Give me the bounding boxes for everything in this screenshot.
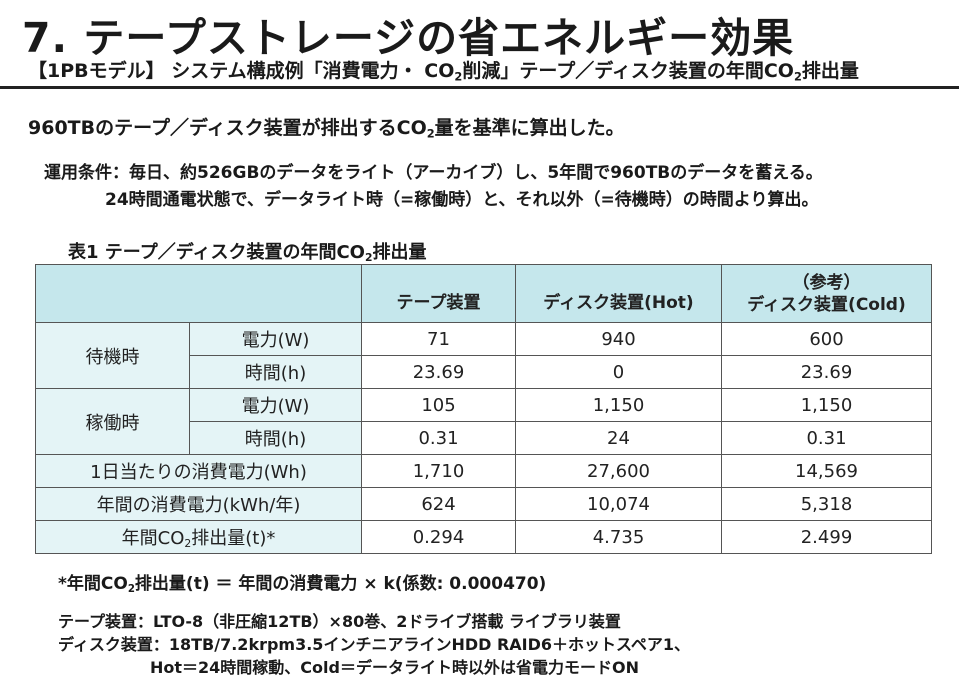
- formula-prefix: *年間CO: [58, 574, 128, 594]
- subtitle-sub2: 2: [793, 69, 802, 84]
- annual-co2-label: 年間CO2排出量(t)*: [35, 520, 362, 554]
- co2-formula: *年間CO2排出量(t) ＝ 年間の消費電力 × k(係数: 0.000470): [58, 569, 546, 595]
- conditions-line-2: 24時間通電状態で、データライト時（=稼働時）と、それ以外（=待機時）の時間より…: [105, 190, 819, 210]
- lead-sub: 2: [426, 126, 435, 141]
- co2-label-suffix: 排出量(t)*: [191, 527, 276, 549]
- cell-disk-cold: 1,150: [721, 388, 932, 422]
- subtitle-sub: 2: [454, 69, 463, 84]
- table-row: 待機時 電力(W) 71 940 600: [35, 322, 932, 389]
- daily-power-label: 1日当たりの消費電力(Wh): [35, 454, 362, 488]
- subtitle-suffix: 排出量: [801, 60, 859, 82]
- subtitle-prefix: 【1PBモデル】 システム構成例「消費電力・ CO: [28, 60, 455, 82]
- cell-disk-hot: 24: [515, 421, 722, 455]
- annual-power-label: 年間の消費電力(kWh/年): [35, 487, 362, 521]
- lead-text: 960TBのテープ／ディスク装置が排出するCO2量を基準に算出した。: [28, 113, 625, 140]
- cell-disk-cold: 23.69: [721, 355, 932, 389]
- conditions-line-1: 運用条件：毎日、約526GBのデータをライト（アーカイブ）し、5年間で960TB…: [44, 163, 823, 183]
- page-title: 7. テープストレージの省エネルギー効果: [22, 14, 795, 62]
- header-empty-cell: [35, 264, 362, 323]
- formula-suffix: 排出量(t) ＝ 年間の消費電力 × k(係数: 0.000470): [134, 574, 547, 594]
- table-row: 年間CO2排出量(t)* 0.294 4.735 2.499: [35, 520, 932, 554]
- cell-disk-hot: 1,150: [515, 388, 722, 422]
- co2-label-prefix: 年間CO: [121, 527, 185, 549]
- page-subtitle: 【1PBモデル】 システム構成例「消費電力・ CO2削減」テープ／ディスク装置の…: [28, 56, 859, 83]
- cell-tape: 105: [361, 388, 516, 422]
- cell-disk-hot: 940: [515, 322, 722, 356]
- header-disk-cold-note: （参考）: [792, 272, 861, 293]
- unit-power: 電力(W): [189, 322, 362, 356]
- cell-disk-hot: 10,074: [515, 487, 722, 521]
- table-caption-sub: 2: [364, 251, 373, 265]
- group-standby: 待機時: [35, 322, 190, 389]
- table-caption-suffix: 排出量: [372, 242, 427, 263]
- table-row: 稼働時 電力(W) 105 1,150 1,150: [35, 388, 932, 455]
- cell-tape: 0.31: [361, 421, 516, 455]
- table-header-row: テープ装置 ディスク装置(Hot) （参考） ディスク装置(Cold): [35, 264, 932, 323]
- co2-label-sub: 2: [184, 537, 192, 551]
- note-disk-config: ディスク装置：18TB/7.2krpm3.5インチニアラインHDD RAID6＋…: [58, 635, 691, 654]
- note-tape-config: テープ装置：LTO-8（非圧縮12TB）×80巻、2ドライブ搭載 ライブラリ装置: [58, 612, 621, 631]
- header-disk-hot: ディスク装置(Hot): [515, 264, 722, 323]
- cell-disk-cold: 2.499: [721, 520, 932, 554]
- cell-tape: 23.69: [361, 355, 516, 389]
- table-row: 1日当たりの消費電力(Wh) 1,710 27,600 14,569: [35, 454, 932, 488]
- unit-time: 時間(h): [189, 355, 362, 389]
- title-divider: [0, 86, 959, 89]
- cell-tape: 624: [361, 487, 516, 521]
- lead-suffix: 量を基準に算出した。: [434, 117, 625, 139]
- cell-disk-hot: 0: [515, 355, 722, 389]
- table-row: 時間(h) 0.31 24 0.31: [36, 421, 932, 455]
- group-active: 稼働時: [35, 388, 190, 455]
- unit-power: 電力(W): [189, 388, 362, 422]
- cell-disk-cold: 600: [721, 322, 932, 356]
- formula-sub: 2: [127, 584, 135, 596]
- cell-disk-cold: 14,569: [721, 454, 932, 488]
- cell-tape: 1,710: [361, 454, 516, 488]
- header-tape: テープ装置: [361, 264, 516, 323]
- cell-disk-cold: 5,318: [721, 487, 932, 521]
- table-caption: 表1 テープ／ディスク装置の年間CO2排出量: [68, 238, 426, 264]
- co2-emission-table: テープ装置 ディスク装置(Hot) （参考） ディスク装置(Cold) 待機時 …: [35, 264, 932, 554]
- header-disk-cold: （参考） ディスク装置(Cold): [721, 264, 932, 323]
- cell-disk-cold: 0.31: [721, 421, 932, 455]
- cell-disk-hot: 4.735: [515, 520, 722, 554]
- cell-tape: 0.294: [361, 520, 516, 554]
- subtitle-mid: 削減」テープ／ディスク装置の年間CO: [462, 60, 794, 82]
- cell-tape: 71: [361, 322, 516, 356]
- table-row: 時間(h) 23.69 0 23.69: [36, 355, 932, 389]
- note-disk-mode: Hot＝24時間稼動、Cold＝データライト時以外は省電力モードON: [150, 658, 639, 677]
- unit-time: 時間(h): [189, 421, 362, 455]
- table-row: 年間の消費電力(kWh/年) 624 10,074 5,318: [35, 487, 932, 521]
- lead-prefix: 960TBのテープ／ディスク装置が排出するCO: [28, 117, 427, 139]
- header-disk-cold-label: ディスク装置(Cold): [747, 294, 906, 315]
- table-caption-prefix: 表1 テープ／ディスク装置の年間CO: [68, 242, 365, 263]
- cell-disk-hot: 27,600: [515, 454, 722, 488]
